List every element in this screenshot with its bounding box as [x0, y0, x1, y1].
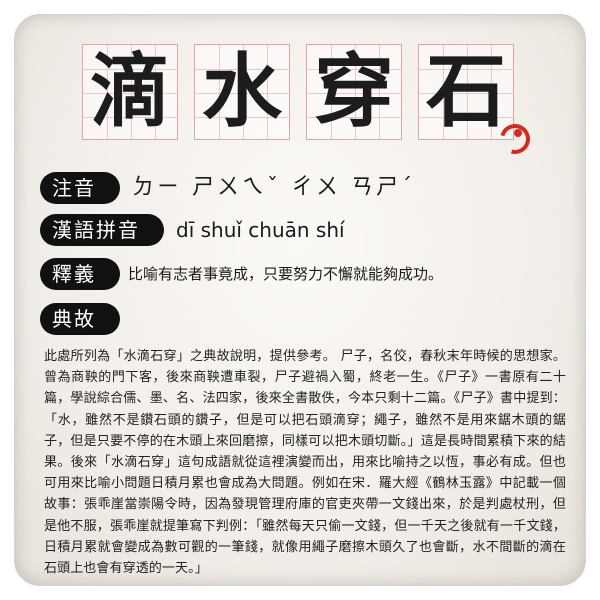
zhuyin-value: ㄉㄧ ㄕㄨㄟˇ ㄔㄨ ㄢㄕˊ — [132, 175, 415, 200]
title-char-box: 滴 — [82, 44, 178, 140]
origin-label: 典故 — [40, 303, 120, 335]
origin-story: 此處所列為「水滴石穿」之典故說明，提供參考。 尸子，名佼，春秋末年時候的思想家。… — [44, 349, 566, 577]
definition-value: 比喻有志者事竟成，只要努力不懈就能夠成功。 — [128, 265, 444, 283]
title-char: 穿 — [314, 45, 394, 138]
title-char: 石 — [426, 45, 506, 138]
title-char-box: 穿 — [306, 44, 402, 140]
title-char: 滴 — [90, 45, 170, 138]
title-char-box: 石 — [418, 44, 514, 140]
definition-label: 釋義 — [40, 258, 120, 290]
pinyin-label: 漢語拼音 — [40, 214, 164, 246]
idiom-title: 滴 水 穿 石 — [82, 44, 514, 140]
title-char: 水 — [202, 45, 282, 138]
pinyin-value: dī shuǐ chuān shí — [176, 218, 345, 242]
title-char-box: 水 — [194, 44, 290, 140]
red-dot-icon — [514, 129, 522, 137]
zhuyin-label: 注音 — [40, 172, 120, 204]
